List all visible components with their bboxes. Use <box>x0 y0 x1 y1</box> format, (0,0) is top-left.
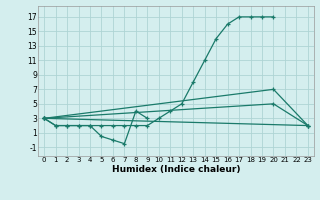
X-axis label: Humidex (Indice chaleur): Humidex (Indice chaleur) <box>112 165 240 174</box>
